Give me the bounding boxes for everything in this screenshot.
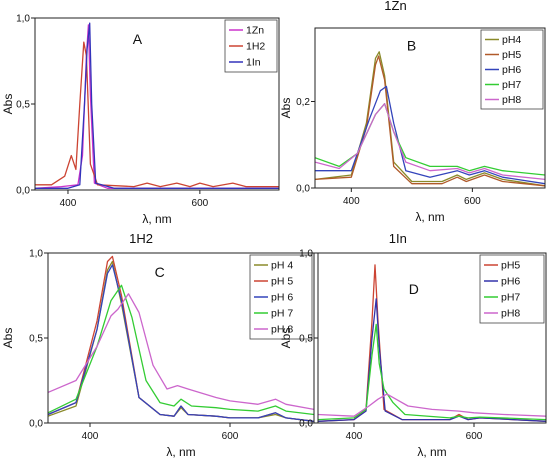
legend-label: pH 5	[271, 276, 293, 288]
panel-title: 1In	[389, 231, 407, 246]
legend-label: pH 8	[271, 324, 293, 336]
panel-letter: B	[407, 37, 416, 53]
series-group	[48, 255, 314, 422]
legend-label: pH 6	[271, 292, 293, 304]
legend-label: pH8	[501, 308, 520, 320]
y-tick-label: 0,0	[16, 186, 30, 197]
legend-label: pH7	[502, 79, 521, 91]
legend: pH5 pH6 pH7 pH8	[479, 254, 545, 324]
y-tick-label: 0,0	[29, 419, 43, 430]
y-tick-label: 1,0	[29, 249, 43, 260]
series-line-ph8	[315, 103, 545, 181]
series-group	[318, 264, 546, 422]
series-line-ph8	[48, 293, 314, 411]
legend-label: pH5	[502, 49, 521, 61]
x-tick-label: 600	[192, 198, 209, 209]
series-line-ph7	[48, 284, 314, 416]
panel-b: 400 600 0,0 0,2 λ, nm Abs 1Zn B pH4 pH5 pH6 pH7 pH8	[279, 0, 546, 224]
legend-label: pH8	[502, 94, 521, 106]
series-line-ph7	[315, 103, 545, 176]
y-tick-label: 0,2	[296, 97, 310, 108]
x-tick-label: 400	[82, 431, 99, 442]
y-tick-label: 0,5	[299, 334, 313, 345]
legend-label: 1In	[246, 57, 261, 69]
y-tick-label: 1,0	[16, 14, 30, 25]
legend-label: pH5	[501, 260, 520, 272]
panel-a: 400 600 0,0 0,5 1,0 λ, nm Abs A 1Zn 1H2 1In	[1, 14, 280, 226]
x-tick-label: 600	[466, 431, 483, 442]
legend-label: pH6	[501, 276, 520, 288]
panel-letter: A	[133, 31, 143, 47]
series-line-ph5	[315, 55, 545, 187]
legend: pH4 pH5 pH6 pH7 pH8	[480, 29, 544, 110]
series-line-1h2	[35, 41, 279, 188]
legend-label: pH 7	[271, 308, 293, 320]
legend: pH 4 pH 5 pH 6 pH 7 pH 8	[249, 254, 313, 340]
x-tick-label: 400	[60, 198, 77, 209]
panel-letter: D	[409, 281, 419, 297]
series-line-ph4	[315, 51, 545, 187]
x-axis-label: λ, nm	[142, 212, 171, 226]
legend-label: pH 4	[271, 260, 293, 272]
series-group	[35, 22, 279, 189]
y-axis-label: Abs	[279, 98, 293, 119]
legend-label: 1Zn	[246, 25, 264, 37]
series-line-ph7	[318, 323, 546, 421]
x-axis-label: λ, nm	[417, 445, 446, 459]
y-tick-label: 0,5	[16, 100, 30, 111]
x-tick-label: 400	[346, 431, 363, 442]
legend-label: pH7	[501, 292, 520, 304]
y-axis-label: Abs	[279, 328, 293, 349]
panel-title: 1Zn	[384, 0, 406, 13]
panel-letter: C	[155, 264, 165, 280]
legend-box	[479, 254, 545, 324]
x-tick-label: 600	[464, 196, 481, 207]
x-axis-label: λ, nm	[415, 210, 444, 224]
x-axis-label: λ, nm	[166, 445, 195, 459]
plot-frame	[314, 27, 546, 189]
series-line-1in	[35, 22, 279, 189]
legend-label: pH6	[502, 64, 521, 76]
y-tick-label: 1,0	[299, 249, 313, 260]
legend-label: 1H2	[246, 41, 265, 53]
panel-title: 1H2	[129, 231, 153, 246]
y-tick-label: 0,0	[296, 184, 310, 195]
series-line-ph6	[48, 264, 314, 422]
y-axis-label: Abs	[1, 328, 15, 349]
y-axis-label: Abs	[1, 94, 15, 115]
series-line-ph6	[318, 298, 546, 422]
y-tick-label: 0,0	[299, 419, 313, 430]
legend-label: pH4	[502, 34, 521, 46]
series-line-ph8	[318, 393, 546, 417]
x-tick-label: 600	[222, 431, 239, 442]
series-group	[315, 51, 545, 187]
y-tick-label: 0,5	[29, 334, 43, 345]
x-tick-label: 400	[343, 196, 360, 207]
legend: 1Zn 1H2 1In	[224, 19, 278, 73]
series-line-ph6	[315, 85, 545, 185]
